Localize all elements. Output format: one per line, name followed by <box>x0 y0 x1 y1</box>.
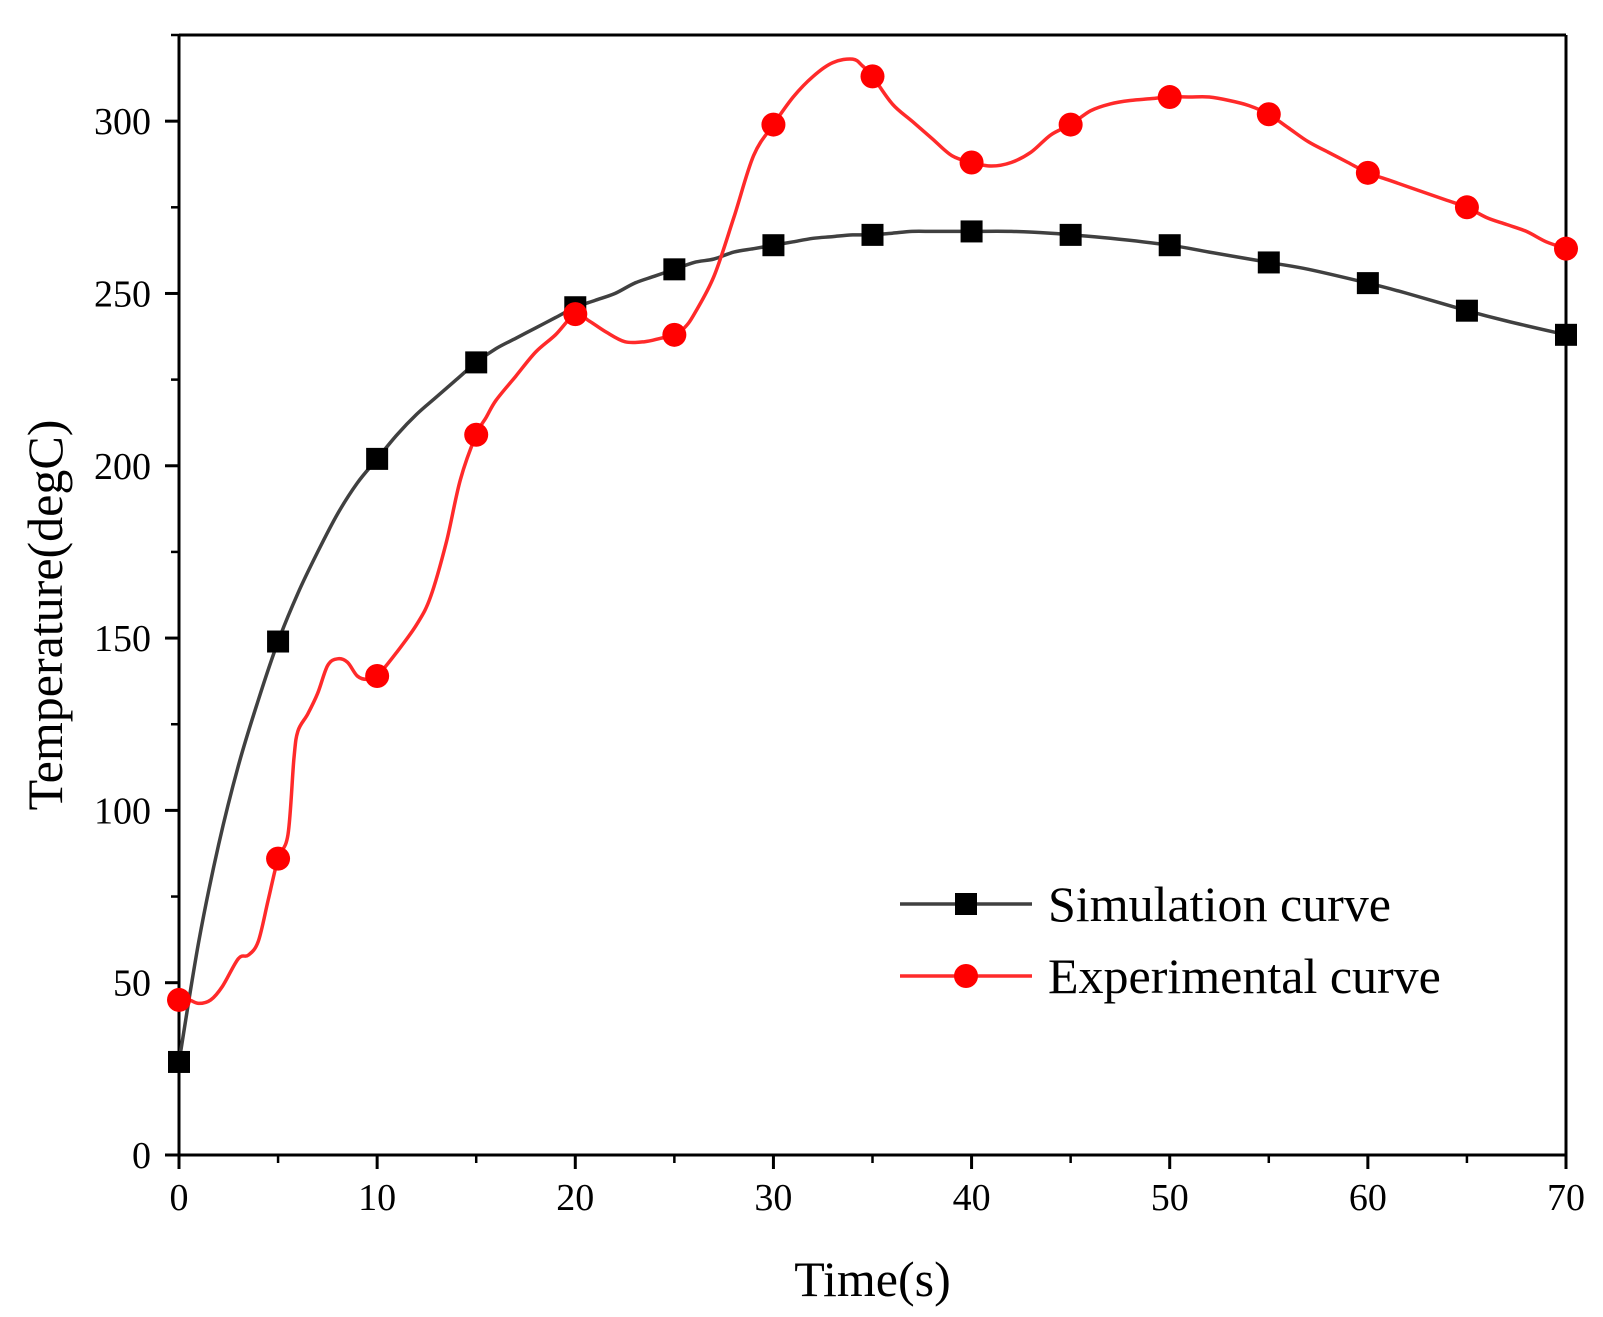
series-line <box>177 229 1568 1064</box>
x-tick-label: 20 <box>556 1177 594 1219</box>
legend-label: Simulation curve <box>1048 876 1391 932</box>
data-point <box>267 630 290 653</box>
data-point <box>1256 102 1281 127</box>
markers-simulation <box>168 220 1577 1073</box>
data-point <box>366 447 389 470</box>
plot-frame <box>177 33 1568 1157</box>
data-point <box>465 351 488 374</box>
data-point <box>1554 236 1578 261</box>
data-point <box>1158 234 1181 257</box>
data-point <box>762 234 785 257</box>
data-point <box>1455 299 1478 322</box>
data-point <box>662 322 687 347</box>
x-axis-title: Time(s) <box>794 1251 951 1307</box>
legend-item: Simulation curve <box>900 876 1391 932</box>
data-point <box>1454 195 1479 220</box>
x-tick-label: 50 <box>1151 1177 1189 1219</box>
series-simulation <box>177 229 1568 1064</box>
data-point <box>663 258 686 281</box>
data-point <box>1058 112 1083 137</box>
data-point <box>1059 223 1082 246</box>
y-tick-label: 0 <box>132 1135 151 1177</box>
markers-experimental <box>167 64 1578 1012</box>
data-point <box>266 846 291 871</box>
series-line <box>177 57 1568 1006</box>
x-tick-label: 60 <box>1349 1177 1387 1219</box>
data-point <box>1356 272 1379 295</box>
legend-label: Experimental curve <box>1048 948 1441 1004</box>
data-point <box>860 64 885 89</box>
legend-marker <box>955 893 977 915</box>
data-point <box>1257 251 1280 274</box>
x-tick-label: 40 <box>953 1177 991 1219</box>
data-point <box>959 150 984 175</box>
data-point <box>960 220 983 243</box>
y-axis-title: Temperature(degC) <box>17 420 73 811</box>
x-tick-label: 0 <box>170 1177 189 1219</box>
legend-item: Experimental curve <box>900 948 1441 1004</box>
y-tick-label: 150 <box>94 618 151 660</box>
series-experimental <box>177 57 1568 1006</box>
y-tick-label: 300 <box>94 101 151 143</box>
y-tick-label: 100 <box>94 790 151 832</box>
data-point <box>861 223 884 246</box>
x-tick-label: 70 <box>1547 1177 1585 1219</box>
y-tick-label: 200 <box>94 446 151 488</box>
data-point <box>168 1050 190 1073</box>
data-point <box>167 987 191 1012</box>
data-point <box>464 422 489 447</box>
x-tick-label: 10 <box>358 1177 396 1219</box>
y-tick-label: 250 <box>94 273 151 315</box>
legend-marker <box>954 964 978 988</box>
y-tick-label: 50 <box>113 963 151 1005</box>
data-point <box>563 302 588 327</box>
data-point <box>1157 85 1182 110</box>
data-point <box>365 663 390 688</box>
axis-ticks: 0 10 20 30 40 50 60 70 0 50 100 150 200 250 300 <box>94 33 1585 1219</box>
legend: Simulation curve Experimental curve <box>900 876 1441 1004</box>
data-point <box>1555 323 1577 346</box>
data-point <box>1355 160 1380 185</box>
x-tick-label: 30 <box>754 1177 792 1219</box>
data-point <box>761 112 786 137</box>
series-layer <box>167 57 1578 1073</box>
